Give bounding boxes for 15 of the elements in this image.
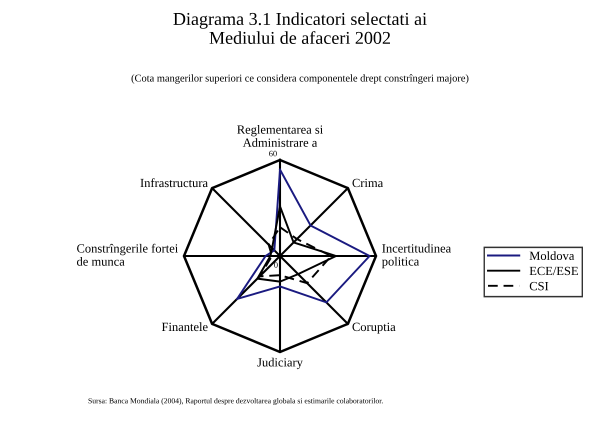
y-tick-label: 60	[269, 150, 277, 156]
spoke-label: Constrîngerile fortei de munca	[76, 244, 178, 266]
spoke-label: Crima	[352, 178, 384, 188]
legend-label: CSI	[530, 282, 548, 290]
spoke-label: Coruptia	[352, 322, 396, 334]
legend-label: Moldova	[530, 251, 574, 260]
legend-label: ECE/ESE	[530, 266, 578, 276]
spoke-label: Judiciary	[257, 358, 303, 370]
chart-subtitle: (Cota mangerilor superiori ce considera componentele drept constrîngeri majore)	[132, 74, 468, 84]
spoke-label: Reglementarea si Administrare a	[237, 125, 323, 147]
chart-title: Diagrama 3.1 Indicatori selectati ai Mediului de afaceri 2002	[173, 12, 427, 44]
y-tick-label: 0	[274, 262, 278, 268]
spoke-label: Infrastructura	[140, 178, 208, 188]
spoke-label: Finantele	[162, 322, 208, 332]
spoke-label: Incertitudinea politica	[382, 244, 451, 268]
